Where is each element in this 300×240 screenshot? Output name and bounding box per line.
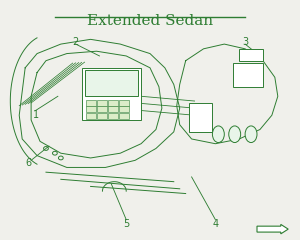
Bar xyxy=(108,107,118,112)
Text: 2: 2 xyxy=(73,37,79,47)
Text: 5: 5 xyxy=(123,219,129,229)
Text: Extended Sedan: Extended Sedan xyxy=(87,14,213,28)
Bar xyxy=(97,107,107,112)
Bar xyxy=(239,49,263,61)
Text: 6: 6 xyxy=(25,158,31,168)
Bar xyxy=(108,100,118,106)
Bar xyxy=(119,113,129,119)
Bar xyxy=(86,100,96,106)
Bar xyxy=(108,113,118,119)
Ellipse shape xyxy=(245,126,257,143)
Bar xyxy=(233,63,263,87)
Ellipse shape xyxy=(229,126,241,143)
Text: 4: 4 xyxy=(212,219,218,229)
Ellipse shape xyxy=(212,126,224,143)
Bar xyxy=(86,107,96,112)
Bar xyxy=(82,68,141,120)
Bar xyxy=(85,70,138,96)
Bar xyxy=(119,107,129,112)
Bar xyxy=(119,100,129,106)
Bar xyxy=(86,113,96,119)
FancyArrow shape xyxy=(257,224,288,234)
Bar xyxy=(97,113,107,119)
Bar xyxy=(97,100,107,106)
Text: 3: 3 xyxy=(242,37,248,47)
Bar xyxy=(189,103,212,132)
Text: 1: 1 xyxy=(32,110,39,120)
